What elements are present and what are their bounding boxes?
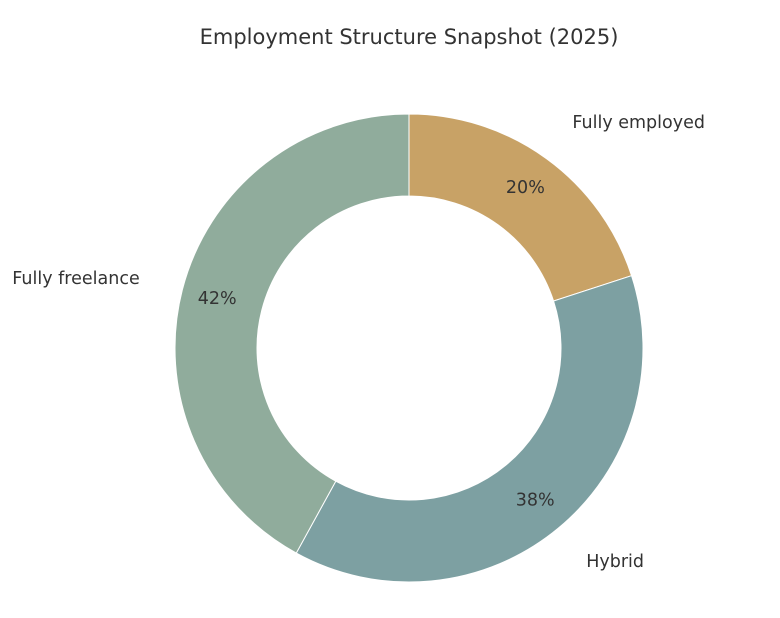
pct-label-fully-freelance: 42% bbox=[198, 289, 237, 309]
donut-labels: 20% Fully employed 38% Hybrid 42% Fully freel… bbox=[12, 113, 705, 572]
pct-label-fully-employed: 20% bbox=[506, 178, 545, 198]
donut-slices bbox=[174, 113, 644, 583]
slice-hybrid bbox=[295, 275, 644, 583]
slice-fully-freelance bbox=[174, 113, 410, 554]
category-label-fully-employed: Fully employed bbox=[572, 113, 705, 133]
slice-fully-employed bbox=[408, 113, 633, 302]
chart-title: Employment Structure Snapshot (2025) bbox=[200, 25, 619, 49]
pct-label-hybrid: 38% bbox=[516, 491, 555, 511]
category-label-fully-freelance: Fully freelance bbox=[12, 269, 139, 289]
category-label-hybrid: Hybrid bbox=[586, 552, 644, 572]
